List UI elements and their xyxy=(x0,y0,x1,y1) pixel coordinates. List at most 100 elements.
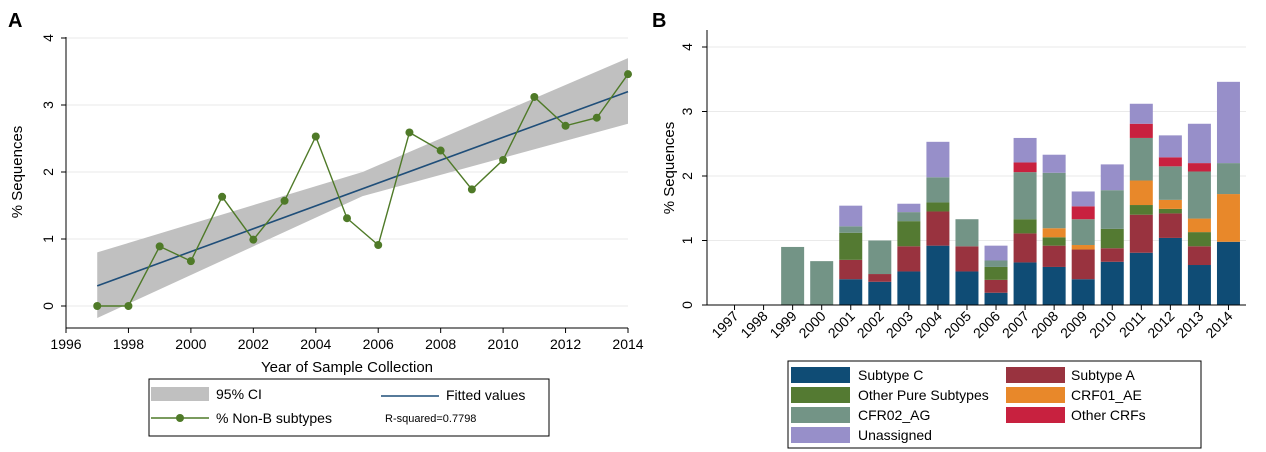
bar-segment-subtype-c xyxy=(955,271,979,305)
bar-segment-other-crfs xyxy=(1158,157,1182,167)
legend-label: CRF01_AE xyxy=(1071,387,1142,403)
x-tick-label: 2001 xyxy=(825,308,858,341)
bar-segment-unassigned xyxy=(1042,154,1066,173)
x-tick-label: 2008 xyxy=(1028,308,1061,341)
bar-segment-subtype-c xyxy=(926,245,950,305)
bar-segment-subtype-a xyxy=(1129,214,1153,253)
x-tick-label: 2010 xyxy=(488,336,519,352)
x-tick-label: 1996 xyxy=(50,336,81,352)
bar-segment-cfr02-ag xyxy=(926,177,950,203)
bar-segment-cfr02-ag xyxy=(1187,171,1211,219)
data-point xyxy=(436,146,445,155)
legend-label: Unassigned xyxy=(858,427,932,443)
data-point xyxy=(374,241,383,250)
legend-label-non-b: % Non-B subtypes xyxy=(216,410,332,426)
data-point xyxy=(186,257,195,266)
y-tick-label: 1 xyxy=(679,236,695,244)
bar-segment-cfr02-ag xyxy=(810,261,834,305)
x-tick-label: 2004 xyxy=(912,308,945,341)
bar-segment-subtype-a xyxy=(1158,213,1182,238)
legend-a: 95% CI Fitted values % Non-B subtypes R-squ… xyxy=(148,378,550,437)
bar-segment-unassigned xyxy=(926,141,950,178)
y-tick-label: 3 xyxy=(679,107,695,115)
bar-segment-other-pure-subtypes xyxy=(1187,232,1211,247)
bar-segment-subtype-a xyxy=(1100,248,1124,262)
bar-segment-cfr02-ag xyxy=(955,219,979,247)
legend-label: Other CRFs xyxy=(1071,407,1146,423)
bar-segment-unassigned xyxy=(1216,81,1240,164)
bar-segment-subtype-a xyxy=(868,274,892,282)
legend-label: CFR02_AG xyxy=(858,407,930,423)
x-tick-label: 2006 xyxy=(970,308,1003,341)
x-tick-label: 2009 xyxy=(1057,308,1090,341)
x-tick-label: 2005 xyxy=(941,308,974,341)
x-tick-label: 1999 xyxy=(766,308,799,341)
x-tick-label: 2008 xyxy=(425,336,456,352)
data-point xyxy=(343,214,351,223)
legend-box xyxy=(148,378,550,437)
x-tick-label: 2002 xyxy=(854,308,887,341)
bar-segment-subtype-c xyxy=(984,292,1008,305)
legend-label: Subtype C xyxy=(858,367,923,383)
data-point xyxy=(592,113,601,122)
legend-swatch xyxy=(791,427,850,443)
data-point xyxy=(467,185,476,194)
bar-segment-cfr02-ag xyxy=(1100,190,1124,229)
panel-letter-a: A xyxy=(8,10,22,32)
bar-segment-subtype-c xyxy=(1071,279,1095,305)
bar-segment-other-pure-subtypes xyxy=(1042,237,1066,246)
bar-segment-unassigned xyxy=(1071,191,1095,207)
x-tick-label: 2006 xyxy=(363,336,394,352)
bar-segment-subtype-a xyxy=(897,246,921,272)
bar-segment-subtype-a xyxy=(984,279,1008,293)
x-tick-label: 2012 xyxy=(550,336,581,352)
bar-segment-subtype-a xyxy=(1013,233,1037,263)
data-point xyxy=(530,92,539,101)
bar-segment-crf01-ae xyxy=(1187,218,1211,233)
fitted-line xyxy=(96,90,629,287)
x-tick-label: 2007 xyxy=(999,308,1032,341)
data-point xyxy=(280,196,289,205)
x-tick-label: 2000 xyxy=(175,336,206,352)
bar-segment-other-pure-subtypes xyxy=(1158,208,1182,214)
data-point xyxy=(155,242,164,251)
x-axis-title: Year of Sample Collection xyxy=(261,359,433,376)
y-axis-title: % Sequences xyxy=(661,122,678,215)
bar-segment-other-pure-subtypes xyxy=(1129,205,1153,215)
x-tick-label: 2004 xyxy=(300,336,331,352)
data-point xyxy=(249,235,258,244)
bar-segment-subtype-a xyxy=(839,259,863,280)
data-point xyxy=(124,302,133,310)
legend-swatch-non-b-marker xyxy=(176,414,184,422)
legend-label: Other Pure Subtypes xyxy=(858,387,989,403)
data-point xyxy=(561,121,570,130)
bar-segment-cfr02-ag xyxy=(1216,163,1240,195)
y-tick-label: 4 xyxy=(40,34,56,42)
bar-segment-unassigned xyxy=(897,203,921,213)
bar-segment-cfr02-ag xyxy=(1129,137,1153,181)
legend-swatch xyxy=(791,407,850,423)
bar-segment-other-crfs xyxy=(1071,206,1095,220)
legend-swatch-ci xyxy=(151,387,209,401)
y-tick-label: 0 xyxy=(679,301,695,309)
bar-segment-subtype-c xyxy=(1013,262,1037,305)
y-tick-label: 1 xyxy=(40,235,56,243)
y-axis-title: % Sequences xyxy=(9,126,26,219)
bar-segment-other-pure-subtypes xyxy=(839,232,863,260)
legend-swatch xyxy=(791,367,850,383)
y-tick-label: 0 xyxy=(40,302,56,310)
bar-segment-subtype-a xyxy=(1187,246,1211,266)
bar-segment-subtype-c xyxy=(1187,265,1211,305)
bar-segment-subtype-c xyxy=(1100,261,1124,305)
bar-segment-subtype-c xyxy=(839,279,863,305)
bar-segment-other-pure-subtypes xyxy=(1013,219,1037,234)
bar-segment-crf01-ae xyxy=(1129,180,1153,206)
bar-segment-other-pure-subtypes xyxy=(926,202,950,212)
bar-segment-cfr02-ag xyxy=(781,246,805,305)
bar-segment-unassigned xyxy=(1187,123,1211,164)
legend-label-fitted: Fitted values xyxy=(446,387,525,403)
panel-letter-b: B xyxy=(652,10,666,32)
x-tick-label: 2014 xyxy=(612,336,643,352)
x-tick-label: 1998 xyxy=(113,336,144,352)
